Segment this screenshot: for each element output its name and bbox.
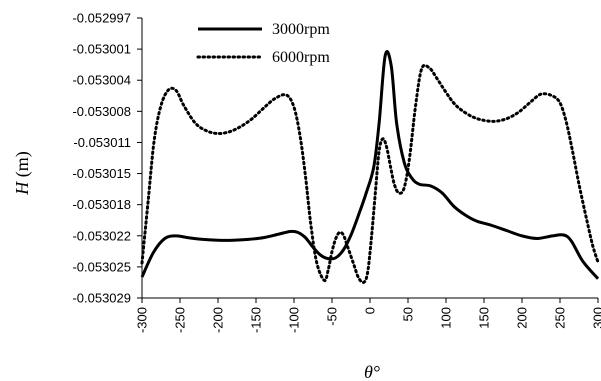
- x-tick-label: 300: [591, 307, 601, 329]
- y-tick-label: -0.053022: [72, 228, 131, 243]
- x-tick-label: -250: [173, 307, 188, 333]
- x-tick-label: 0: [363, 307, 378, 314]
- series-line-3000rpm: [140, 50, 600, 280]
- legend: 3000rpm 6000rpm: [196, 21, 330, 66]
- y-axis-tick-labels: -0.052997 -0.053001 -0.053004 -0.053008 -0.0…: [72, 11, 142, 306]
- x-tick-label: 100: [439, 307, 454, 329]
- x-tick-label: 50: [401, 307, 416, 321]
- y-tick-label: -0.053029: [72, 291, 131, 306]
- svg-text:H (m): H (m): [12, 151, 33, 196]
- legend-label-3000rpm: 3000rpm: [272, 21, 330, 38]
- y-tick-label: -0.053015: [72, 166, 131, 181]
- legend-label-6000rpm: 6000rpm: [272, 49, 330, 66]
- x-tick-label: 250: [553, 307, 568, 329]
- x-tick-label: -300: [135, 307, 150, 333]
- y-tick-label: -0.053025: [72, 259, 131, 274]
- y-tick-label: -0.053001: [72, 42, 131, 57]
- y-axis-title: H (m): [12, 151, 33, 196]
- x-tick-label: -150: [249, 307, 264, 333]
- series-line-6000rpm: [140, 63, 600, 284]
- x-tick-label: 200: [515, 307, 530, 329]
- y-tick-label: -0.053004: [72, 73, 131, 88]
- y-axis-title-unit: (m): [12, 151, 33, 177]
- y-tick-label: -0.053008: [72, 104, 131, 119]
- y-tick-label: -0.053018: [72, 197, 131, 212]
- y-tick-label: -0.052997: [72, 11, 131, 26]
- x-tick-label: 150: [477, 307, 492, 329]
- x-axis-title: θ°: [364, 362, 380, 381]
- x-tick-label: -50: [325, 307, 340, 326]
- y-axis-title-symbol: H: [12, 181, 32, 196]
- y-tick-label: -0.053011: [73, 135, 131, 150]
- x-axis-tick-labels: -300 -250 -200 -150 -100 -50 0 50 100 150 200 250 30…: [135, 298, 601, 333]
- x-tick-label: -200: [211, 307, 226, 333]
- series-layer: [140, 50, 600, 284]
- x-tick-label: -100: [287, 307, 302, 333]
